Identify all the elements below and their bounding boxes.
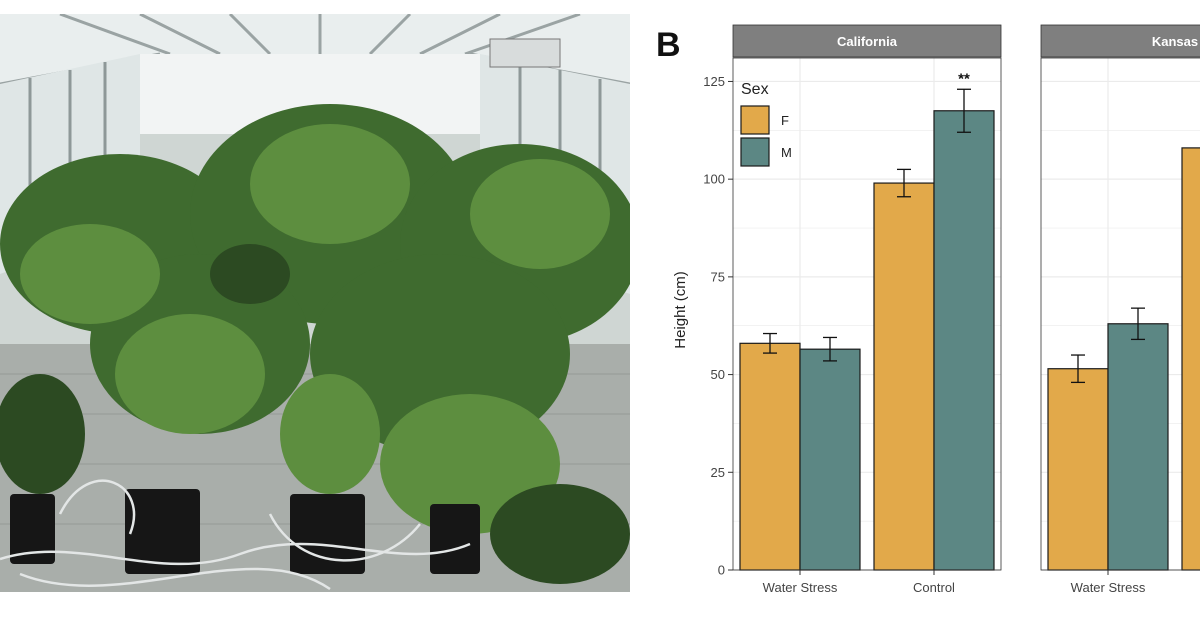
facet-strip (732, 24, 1002, 58)
y-tick-label: 75 (711, 269, 725, 284)
y-tick-label: 25 (711, 465, 725, 480)
legend-label-M: M (781, 145, 792, 160)
bar-F-water-stress (739, 342, 801, 571)
plot-panel-border (732, 57, 1002, 571)
greenhouse-pepper-plants-photo (0, 14, 630, 592)
height-bar-chart-panel: B Height (cm) California ** Water Stress Co… (640, 0, 1200, 630)
legend-key-F (740, 105, 770, 135)
facet-strip-label: Kansas (1152, 34, 1198, 49)
y-axis-title: Height (cm) (672, 271, 689, 349)
x-tick-label: Control (913, 580, 955, 595)
height-bar-chart: B Height (cm) California ** Water Stress Co… (656, 24, 1200, 595)
bar-F-control (873, 182, 935, 571)
bar-M-water-stress (799, 348, 861, 571)
x-tick-label: Water Stress (1071, 580, 1146, 595)
plot-panel-border (1040, 57, 1200, 571)
bar-M-control (933, 110, 995, 571)
bar-F-water-stress (1047, 368, 1109, 571)
facet-strip-label: California (837, 34, 898, 49)
bar-M-water-stress (1107, 323, 1169, 571)
facets-layer: California ** Water Stress Control 0 25 50 75 10… (703, 24, 1200, 595)
panel-letter: B (656, 26, 681, 64)
y-tick-label: 0 (718, 563, 725, 578)
y-tick-label: 125 (703, 74, 725, 89)
significance-marker: ** (958, 70, 970, 87)
bar-F-control (1181, 147, 1200, 571)
y-tick-label: 50 (711, 367, 725, 382)
legend-title: Sex (741, 81, 769, 98)
legend-label-F: F (781, 113, 789, 128)
greenhouse-photo-panel (0, 14, 630, 592)
legend: Sex F M (740, 81, 792, 167)
legend-key-M (740, 137, 770, 167)
facet-california: California ** Water Stress Control 0 25 50 75 10… (703, 24, 1002, 595)
x-tick-label: Water Stress (763, 580, 838, 595)
y-tick-label: 100 (703, 172, 725, 187)
facet-strip (1040, 24, 1200, 58)
